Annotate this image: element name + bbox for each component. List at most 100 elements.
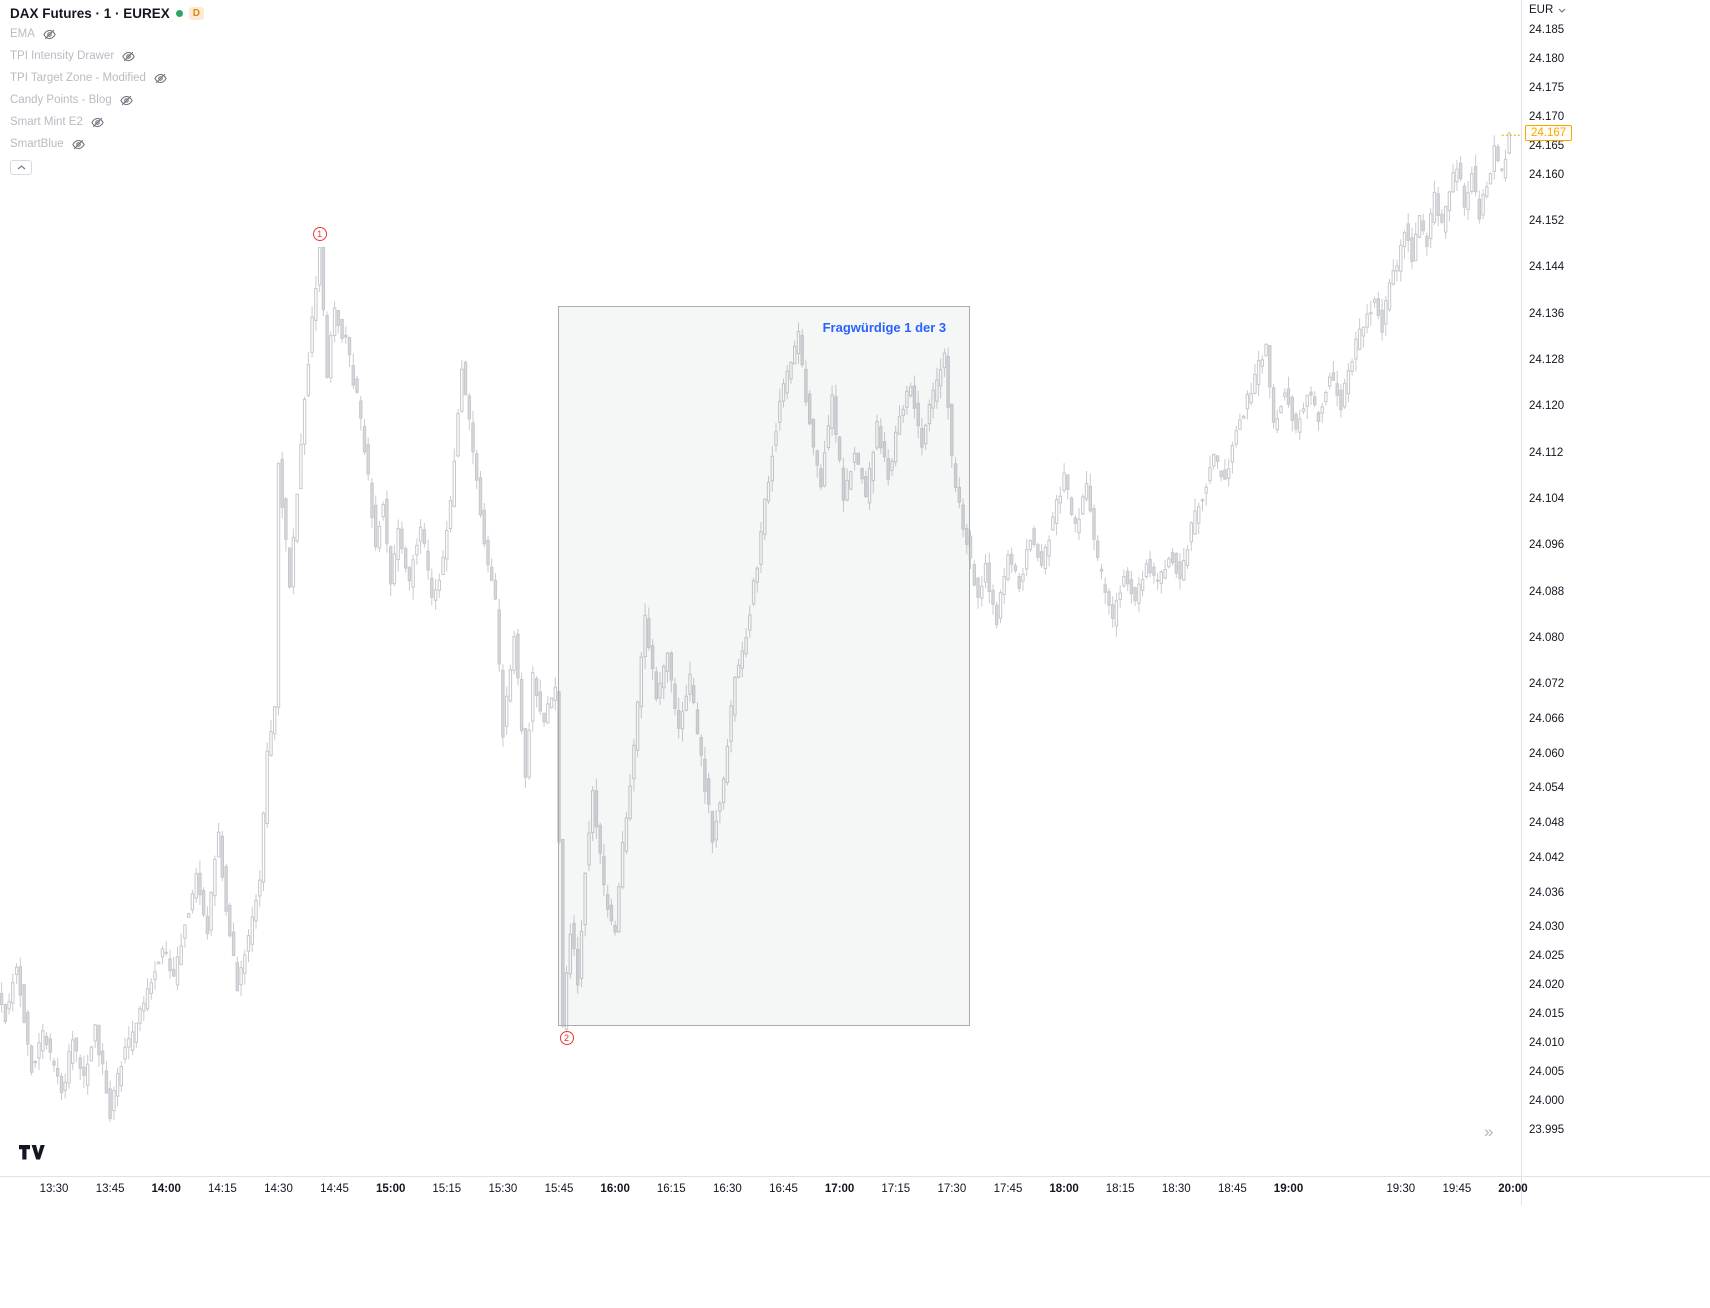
price-axis-label: 24.066	[1529, 712, 1565, 725]
candle-bodies-up	[7, 132, 1511, 1112]
time-axis-label: 17:45	[993, 1183, 1023, 1195]
indicator-label: Candy Points - Blog	[10, 94, 112, 106]
price-axis-label: 24.042	[1529, 851, 1565, 864]
tradingview-logo[interactable]	[18, 1145, 45, 1165]
indicator-list: EMA TPI Intensity Drawer TPI Target Zone -…	[10, 23, 204, 155]
time-axis-label: 15:30	[488, 1183, 518, 1195]
time-axis-label: 15:00	[375, 1183, 406, 1195]
price-axis-label: 24.112	[1529, 446, 1564, 459]
price-axis-label: 24.152	[1529, 215, 1565, 228]
price-axis-label: 24.175	[1529, 81, 1565, 94]
indicator-row[interactable]: Smart Mint E2	[10, 111, 204, 133]
indicator-row[interactable]: SmartBlue	[10, 133, 204, 155]
price-axis-label: 24.185	[1529, 24, 1565, 36]
indicator-row[interactable]: Candy Points - Blog	[10, 89, 204, 111]
price-axis-label: 24.120	[1529, 400, 1565, 413]
candlestick-chart[interactable]	[0, 0, 1521, 1176]
price-axis-label: 24.080	[1529, 631, 1565, 644]
price-axis-label: 24.030	[1529, 921, 1565, 934]
time-axis-label: 18:30	[1161, 1183, 1191, 1195]
indicator-row[interactable]: TPI Intensity Drawer	[10, 45, 204, 67]
price-axis-label: 24.025	[1529, 950, 1565, 963]
market-status-dot-icon	[175, 9, 183, 17]
annotation-box[interactable]: Fragwürdige 1 der 3	[557, 306, 971, 1026]
price-axis-label: 24.170	[1529, 110, 1565, 123]
price-axis-label: 24.096	[1529, 539, 1565, 552]
time-axis-label: 19:30	[1386, 1183, 1416, 1195]
price-axis-label: 24.000	[1529, 1095, 1565, 1108]
indicator-label: Smart Mint E2	[10, 116, 83, 128]
price-axis-label: 24.005	[1529, 1066, 1565, 1079]
annotation-marker-2[interactable]: 2	[559, 1031, 574, 1046]
time-axis-label: 17:30	[937, 1183, 967, 1195]
time-axis-label: 17:00	[824, 1183, 855, 1195]
symbol-title-row[interactable]: DAX Futures · 1 · EUREX D	[10, 3, 205, 23]
price-axis-label: 24.136	[1529, 307, 1565, 320]
time-axis-label: 13:45	[95, 1183, 125, 1195]
chevron-up-icon	[17, 165, 25, 170]
price-axis-label: 24.054	[1529, 782, 1565, 795]
time-axis-label: 15:45	[544, 1183, 574, 1195]
interval-badge: D	[188, 6, 205, 20]
chart-legend: DAX Futures · 1 · EUREX D EMA TPI Intensi…	[10, 3, 205, 175]
chart-pane[interactable]: Fragwürdige 1 der 3 1 2 DAX Futures · 1 …	[0, 0, 1521, 1176]
price-axis-label: 23.995	[1529, 1124, 1565, 1136]
legend-collapse-button[interactable]	[10, 160, 32, 175]
time-axis-label: 14:45	[320, 1183, 349, 1195]
price-axis-label: 24.036	[1529, 886, 1565, 899]
eye-off-icon[interactable]	[71, 137, 86, 152]
currency-label: EUR	[1529, 4, 1554, 16]
annotation-marker-1[interactable]: 1	[312, 226, 327, 241]
chevron-down-icon	[1558, 8, 1566, 13]
price-axis-label: 24.072	[1529, 678, 1565, 691]
indicator-label: TPI Intensity Drawer	[10, 50, 115, 62]
price-axis-label: 24.060	[1529, 747, 1565, 760]
symbol-title[interactable]: DAX Futures · 1 · EUREX	[10, 5, 170, 21]
eye-off-icon[interactable]	[153, 71, 168, 86]
price-axis-label: 24.104	[1529, 492, 1565, 505]
time-axis-label: 14:30	[264, 1183, 293, 1195]
price-axis-label: 24.180	[1529, 52, 1565, 65]
price-axis-label: 24.048	[1529, 817, 1565, 830]
currency-selector[interactable]: EUR	[1529, 4, 1566, 16]
time-axis-label: 16:45	[769, 1183, 798, 1195]
price-axis-label: 24.165	[1529, 139, 1565, 152]
price-axis-label: 24.010	[1529, 1037, 1565, 1050]
time-axis-label: 15:15	[432, 1183, 462, 1195]
time-axis-label: 18:00	[1049, 1183, 1079, 1195]
eye-off-icon[interactable]	[119, 93, 134, 108]
annotation-box-label: Fragwürdige 1 der 3	[822, 320, 947, 335]
double-chevron-right-icon[interactable]: »	[1484, 1122, 1494, 1141]
time-axis-label: 18:15	[1105, 1183, 1135, 1195]
time-axis-separator	[0, 1176, 1710, 1177]
price-axis-label: 24.144	[1529, 261, 1565, 274]
time-axis-label: 19:00	[1273, 1183, 1304, 1195]
price-axis-label: 24.128	[1529, 354, 1565, 366]
indicator-row[interactable]: TPI Target Zone - Modified	[10, 67, 204, 89]
eye-off-icon[interactable]	[90, 115, 105, 130]
indicator-row[interactable]: EMA	[10, 23, 204, 45]
time-axis-label: 14:15	[207, 1183, 237, 1195]
price-axis-label: 24.020	[1529, 979, 1565, 992]
time-axis-label: 13:30	[39, 1183, 69, 1195]
time-axis-label: 18:45	[1218, 1183, 1247, 1195]
price-axis-separator	[1521, 0, 1522, 1205]
time-axis-label: 14:00	[151, 1183, 181, 1195]
time-axis[interactable]: 13:30 13:45 14:00 14:15 14:30 14:45 15:00 15:15…	[0, 1177, 1710, 1205]
price-axis[interactable]: EUR 24.185 24.180 24.175 24.170 24.165 24.160…	[1522, 0, 1710, 1176]
time-axis-label: 16:15	[656, 1183, 686, 1195]
indicator-label: SmartBlue	[10, 138, 64, 150]
indicator-label: EMA	[10, 28, 35, 40]
price-axis-label: 24.160	[1529, 168, 1565, 181]
eye-off-icon[interactable]	[121, 49, 136, 64]
price-axis-label: 24.015	[1529, 1008, 1565, 1021]
time-axis-label: 17:15	[881, 1183, 911, 1195]
time-axis-label: 16:00	[600, 1183, 630, 1195]
eye-off-icon[interactable]	[42, 27, 57, 42]
indicator-label: TPI Target Zone - Modified	[10, 72, 146, 84]
time-axis-label: 19:45	[1442, 1183, 1472, 1195]
price-axis-label: 24.088	[1529, 585, 1565, 598]
time-axis-label: 20:00	[1498, 1183, 1528, 1195]
time-axis-label: 16:30	[712, 1183, 742, 1195]
